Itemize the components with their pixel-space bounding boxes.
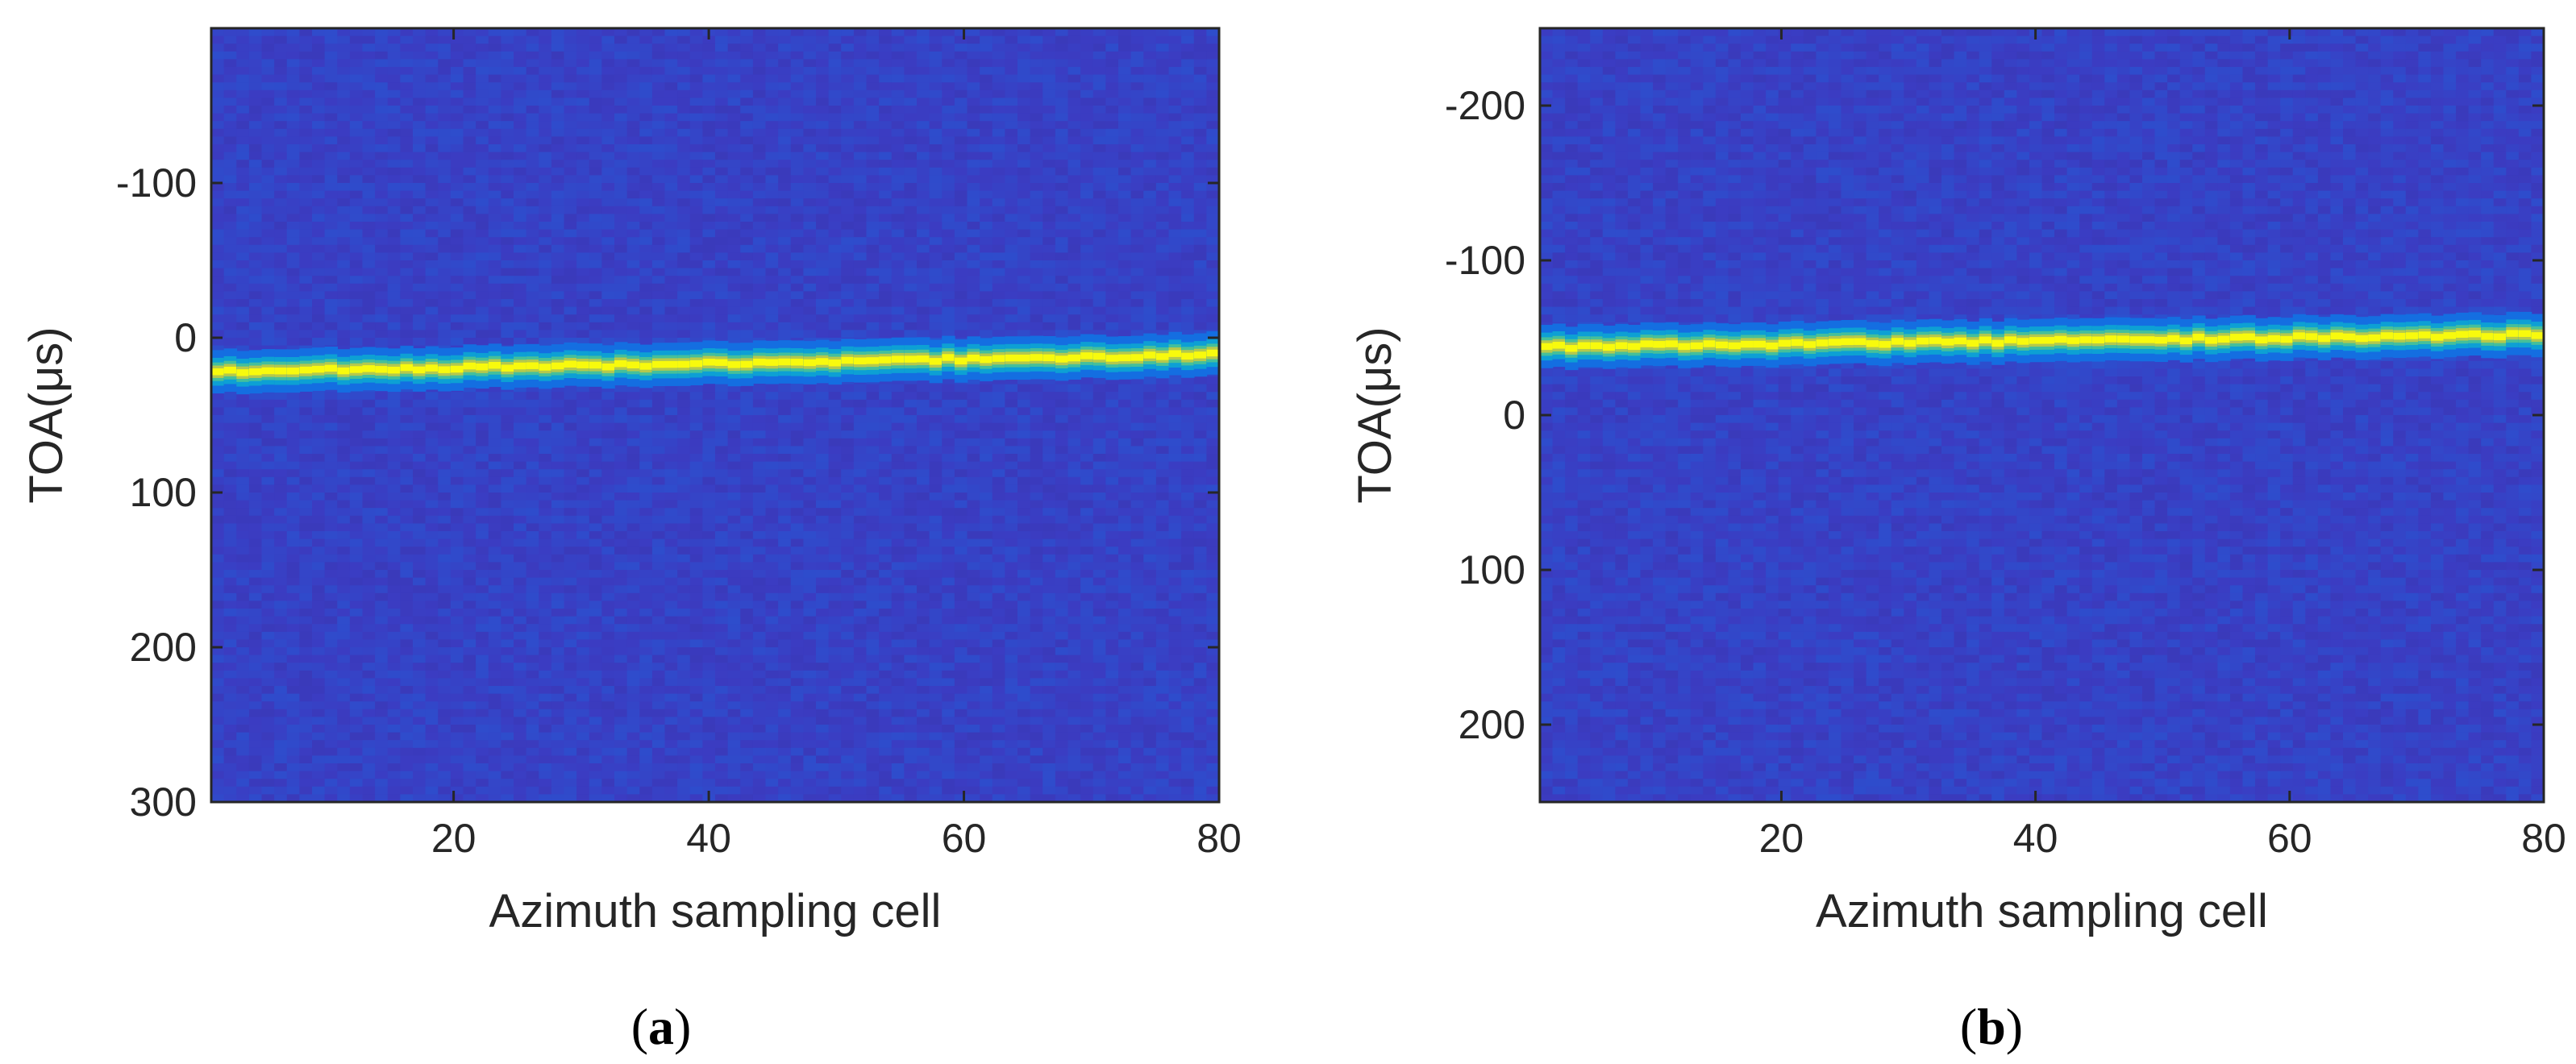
ridge-peak [211,331,1219,395]
y-tick-label: 0 [1503,393,1525,438]
y-tick-label: -100 [116,160,197,206]
y-tick-label: -200 [1445,83,1525,128]
y-tick-label: 200 [130,625,197,670]
ridge-peak [1540,311,2544,371]
x-tick-label: 20 [1759,816,1804,861]
axes-box [210,27,1221,804]
y-tick-label: -100 [1445,238,1525,283]
y-tick-label: 100 [1459,547,1525,592]
panel-caption: (b) [1960,998,2023,1055]
panel-b: 20 40 60 80 -200 -100 0 100 200 Azimuth sampling … [1349,27,2566,1055]
heatmap-image [1540,28,2544,802]
panel-a: 20 40 60 80 -100 0 100 200 300 Azimuth sampling c… [20,27,1242,1055]
y-axis-label: TOA(μs) [20,326,73,503]
y-tick-label: 100 [130,470,197,515]
heatmap-image [211,28,1219,802]
y-tick-label: 0 [174,315,197,360]
x-axis-label: Azimuth sampling cell [489,885,942,937]
x-tick-label: 80 [2521,816,2566,861]
x-tick-label: 20 [431,816,476,861]
x-tick-label: 80 [1196,816,1242,861]
y-axis-label: TOA(μs) [1349,326,1401,503]
x-tick-label: 60 [2267,816,2312,861]
y-tick-label: 300 [130,779,197,825]
x-axis-label: Azimuth sampling cell [1816,885,2268,937]
y-tick-label: 200 [1459,702,1525,747]
x-tick-label: 40 [686,816,731,861]
x-tick-label: 60 [942,816,987,861]
panel-caption: (a) [631,998,692,1055]
x-tick-label: 40 [2013,816,2058,861]
